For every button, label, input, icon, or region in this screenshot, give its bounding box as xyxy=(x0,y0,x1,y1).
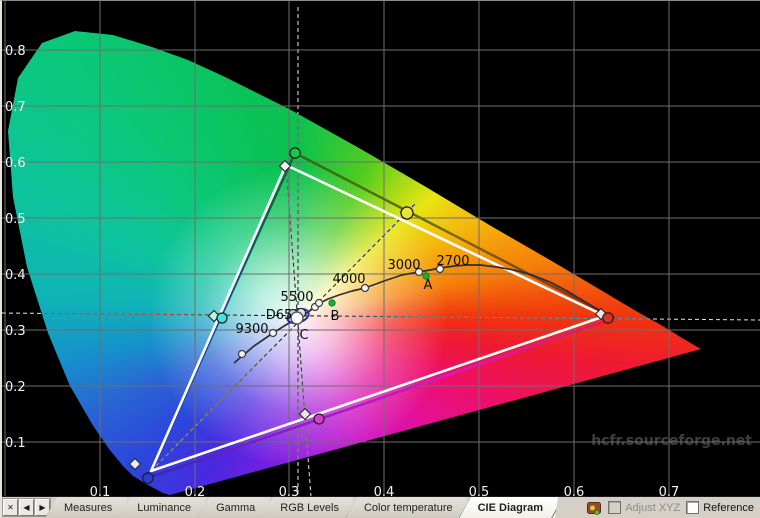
cct-5500-point xyxy=(314,298,324,308)
watermark: hcfr.sourceforge.net xyxy=(591,433,752,449)
svg-text:B: B xyxy=(331,309,340,324)
svg-text:0.3: 0.3 xyxy=(279,485,300,497)
svg-text:0.3: 0.3 xyxy=(5,324,26,339)
magenta-reference-diamond xyxy=(298,407,312,421)
white-point-axis-lines xyxy=(2,7,760,497)
reference-checkbox[interactable] xyxy=(686,501,700,514)
green-reference-diamond xyxy=(278,159,292,173)
yellow-secondary-marker xyxy=(400,206,414,220)
svg-text:0.8: 0.8 xyxy=(5,44,26,59)
tab-bar: ✕ ◀ ▶ Measures Luminance Gamma RGB Level… xyxy=(2,496,760,518)
svg-text:0.5: 0.5 xyxy=(5,212,26,227)
blue-reference-diamond xyxy=(128,457,142,471)
close-button[interactable]: ✕ xyxy=(2,497,19,517)
y-axis-labels: 0.8 0.7 0.6 0.5 0.4 0.3 0.2 0.1 xyxy=(5,44,26,451)
red-primary-marker xyxy=(602,312,614,324)
cie-diagram-overlay: hcfr.sourceforge.net xyxy=(2,1,760,497)
svg-text:5500: 5500 xyxy=(280,290,313,305)
cct-point-circles xyxy=(237,264,445,359)
reference-label: Reference xyxy=(703,501,754,514)
svg-text:0.4: 0.4 xyxy=(5,268,26,283)
measured-point-circles xyxy=(142,147,614,484)
tab-strip: Measures Luminance Gamma RGB Levels Colo… xyxy=(54,497,558,518)
svg-text:3000: 3000 xyxy=(387,258,420,273)
tab-bar-controls: Adjust XYZ Reference xyxy=(586,497,760,518)
cyan-secondary-marker xyxy=(216,312,228,324)
tab-gamma[interactable]: Gamma xyxy=(197,497,270,518)
svg-text:C: C xyxy=(299,328,308,343)
measured-white-point xyxy=(290,311,304,325)
svg-text:2700: 2700 xyxy=(436,254,469,269)
tab-nav-buttons: ✕ ◀ ▶ xyxy=(2,497,52,518)
cct-4000-point xyxy=(360,283,370,293)
scroll-left-button[interactable]: ◀ xyxy=(18,497,35,517)
cct-9300-point xyxy=(268,328,278,338)
svg-text:0.6: 0.6 xyxy=(564,485,585,497)
cct-3000-point xyxy=(414,267,424,277)
svg-text:0.2: 0.2 xyxy=(5,380,26,395)
adjust-xyz-control: Adjust XYZ xyxy=(608,501,680,514)
adjust-xyz-checkbox[interactable] xyxy=(608,501,622,514)
illuminant-dots xyxy=(328,272,430,307)
svg-text:0.6: 0.6 xyxy=(5,156,26,171)
illuminant-a-dot xyxy=(422,272,430,280)
cie-diagram-chart: hcfr.sourceforge.net xyxy=(2,1,760,497)
cct-start-point xyxy=(237,349,247,359)
svg-text:0.1: 0.1 xyxy=(5,436,26,451)
tab-measures[interactable]: Measures xyxy=(45,497,127,518)
svg-text:0.7: 0.7 xyxy=(5,100,26,115)
adjust-xyz-label: Adjust XYZ xyxy=(625,501,681,514)
x-axis-labels: 0.1 0.2 0.3 0.4 0.5 0.6 0.7 xyxy=(90,485,680,497)
svg-text:9300: 9300 xyxy=(235,322,268,337)
tab-cie-diagram[interactable]: CIE Diagram xyxy=(459,497,558,518)
reference-control: Reference xyxy=(686,501,754,514)
blue-primary-marker xyxy=(142,472,154,484)
svg-text:0.4: 0.4 xyxy=(374,485,395,497)
svg-text:D65: D65 xyxy=(266,308,293,323)
grid-lines xyxy=(2,1,760,497)
svg-text:0.1: 0.1 xyxy=(90,485,111,497)
svg-text:A: A xyxy=(424,278,433,293)
white-point-cluster xyxy=(286,307,310,325)
tab-luminance[interactable]: Luminance xyxy=(118,497,206,518)
tab-color-temperature[interactable]: Color temperature xyxy=(345,497,468,518)
green-primary-marker xyxy=(289,147,301,159)
cct-labels: 9300 D65 5500 B C 4000 3000 A 2700 xyxy=(235,254,469,343)
svg-text:0.2: 0.2 xyxy=(185,485,206,497)
tab-rgb-levels[interactable]: RGB Levels xyxy=(261,497,354,518)
svg-text:0.5: 0.5 xyxy=(469,485,490,497)
scroll-right-button[interactable]: ▶ xyxy=(34,497,51,517)
magenta-secondary-marker xyxy=(313,413,325,425)
svg-text:4000: 4000 xyxy=(332,272,365,287)
illuminant-b-dot xyxy=(328,299,336,307)
hcfr-sensor-icon xyxy=(587,501,602,515)
cct-2700-point xyxy=(435,264,445,274)
svg-text:0.7: 0.7 xyxy=(659,485,680,497)
